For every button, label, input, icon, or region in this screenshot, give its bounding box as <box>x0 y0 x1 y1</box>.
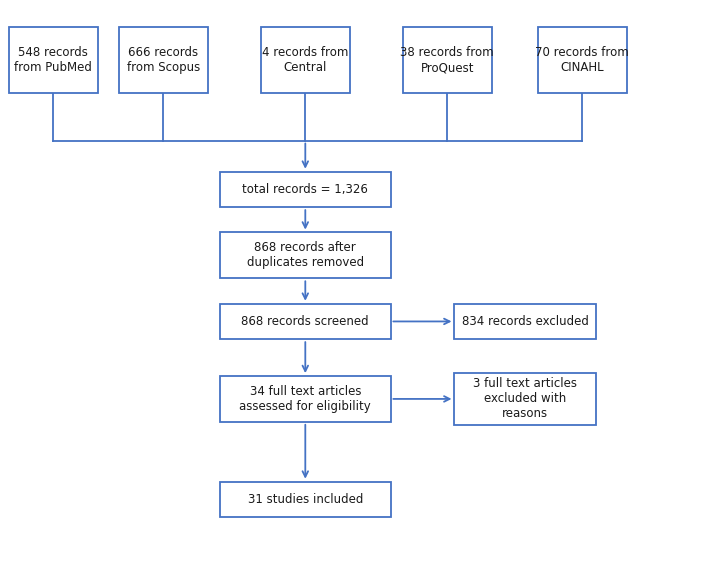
FancyBboxPatch shape <box>454 304 596 339</box>
FancyBboxPatch shape <box>403 27 491 93</box>
Text: 4 records from
Central: 4 records from Central <box>262 46 349 74</box>
FancyBboxPatch shape <box>9 27 98 93</box>
Text: 548 records
from PubMed: 548 records from PubMed <box>14 46 92 74</box>
Text: 834 records excluded: 834 records excluded <box>462 315 589 328</box>
Text: 868 records after
duplicates removed: 868 records after duplicates removed <box>247 242 364 269</box>
Text: 34 full text articles
assessed for eligibility: 34 full text articles assessed for eligi… <box>239 385 371 413</box>
FancyBboxPatch shape <box>119 27 207 93</box>
Text: 3 full text articles
excluded with
reasons: 3 full text articles excluded with reaso… <box>474 378 577 420</box>
FancyBboxPatch shape <box>454 373 596 425</box>
Text: 31 studies included: 31 studies included <box>248 493 363 506</box>
FancyBboxPatch shape <box>220 172 390 207</box>
Text: 868 records screened: 868 records screened <box>241 315 369 328</box>
FancyBboxPatch shape <box>261 27 350 93</box>
Text: 666 records
from Scopus: 666 records from Scopus <box>126 46 200 74</box>
Text: 38 records from
ProQuest: 38 records from ProQuest <box>400 46 494 74</box>
Text: total records = 1,326: total records = 1,326 <box>242 183 368 196</box>
FancyBboxPatch shape <box>220 376 390 422</box>
FancyBboxPatch shape <box>220 232 390 278</box>
FancyBboxPatch shape <box>538 27 626 93</box>
FancyBboxPatch shape <box>220 482 390 517</box>
FancyBboxPatch shape <box>220 304 390 339</box>
Text: 70 records from
CINAHL: 70 records from CINAHL <box>535 46 629 74</box>
